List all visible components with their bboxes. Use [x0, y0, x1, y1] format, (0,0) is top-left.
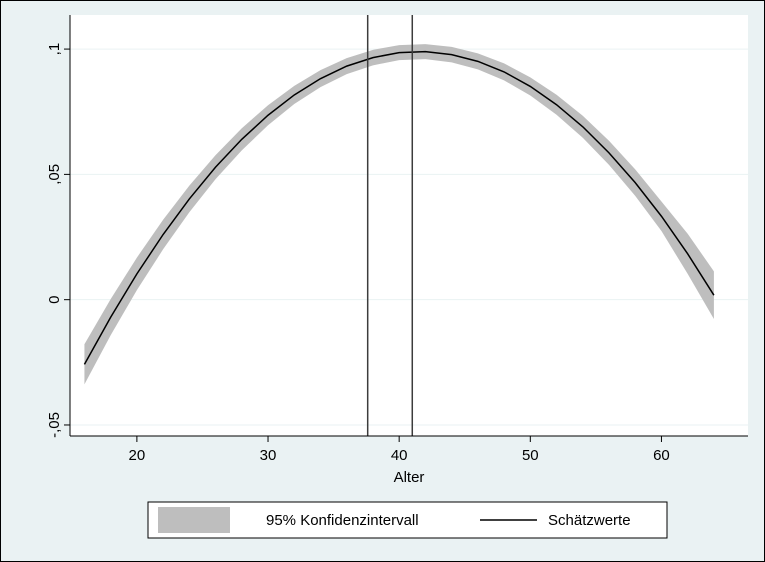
fit-line	[83, 50, 715, 365]
y-tick-label: ,1	[46, 43, 63, 56]
x-tick-label: 60	[653, 447, 670, 464]
legend-swatch	[158, 507, 230, 533]
x-tick-label: 30	[260, 447, 277, 464]
confidence-band	[84, 44, 714, 385]
legend-label: Schätzwerte	[548, 512, 631, 529]
y-tick-label: 0	[46, 296, 63, 304]
y-tick-label: -,05	[46, 412, 63, 438]
x-axis-label: Alter	[394, 469, 425, 486]
y-tick-label: ,05	[46, 164, 63, 185]
x-tick-label: 50	[522, 447, 539, 464]
x-tick-label: 20	[129, 447, 146, 464]
x-tick-label: 40	[391, 447, 408, 464]
legend-label: 95% Konfidenzintervall	[266, 512, 419, 529]
content: -,05 0 ,05 ,1 20 30 40 50 60	[46, 15, 748, 464]
legend	[147, 501, 668, 539]
plot-area	[70, 15, 748, 436]
